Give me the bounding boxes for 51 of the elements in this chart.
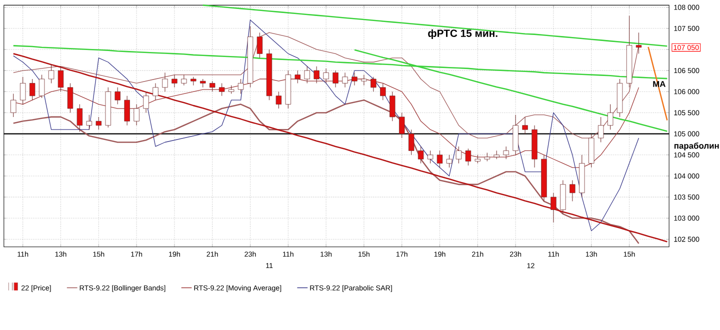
candlestick <box>143 91 149 113</box>
candlestick <box>152 82 158 100</box>
candlestick <box>294 70 300 84</box>
candlestick <box>636 32 642 54</box>
candlestick <box>172 74 178 88</box>
candlestick <box>210 80 216 92</box>
candlestick <box>436 150 443 168</box>
candlestick <box>86 114 92 130</box>
text: фРТС 15 мин. <box>428 29 498 40</box>
candlestick <box>238 78 244 94</box>
candlestick <box>332 70 338 88</box>
candlestick <box>218 82 225 96</box>
candlestick <box>570 180 576 202</box>
candlestick <box>276 91 282 109</box>
candlestick <box>370 76 376 92</box>
candlestick <box>465 148 472 166</box>
candlestick <box>390 91 396 122</box>
candlestick <box>456 146 462 164</box>
text: параболин <box>674 142 719 150</box>
candlestick <box>607 104 614 130</box>
candlestick <box>67 82 74 113</box>
candlestick <box>399 112 405 138</box>
candlestick <box>598 116 604 143</box>
candlestick <box>181 74 187 86</box>
candlestick <box>114 87 120 105</box>
candlestick <box>58 66 64 92</box>
candlestick <box>38 74 45 98</box>
candlestick <box>48 64 54 84</box>
candlestick <box>503 146 509 160</box>
candlestick <box>256 32 263 58</box>
candlestick <box>427 150 434 164</box>
candlestick <box>29 78 36 100</box>
candlestick <box>446 154 452 168</box>
candlestick <box>304 66 310 84</box>
candlestick <box>323 68 329 84</box>
candlestick <box>352 72 358 86</box>
candlestick <box>76 104 83 132</box>
candlestick <box>134 104 140 126</box>
candlestick <box>96 116 102 130</box>
candlestick <box>20 76 26 105</box>
candlestick <box>361 74 367 86</box>
candlestick <box>408 129 414 156</box>
candlestick <box>522 116 528 134</box>
candlestick <box>380 82 386 100</box>
candlestick <box>418 146 424 164</box>
candlestick <box>550 192 556 223</box>
candlestick <box>124 96 130 126</box>
candlestick <box>314 66 320 84</box>
candlestick <box>162 72 168 92</box>
candlestick <box>342 72 348 88</box>
candlestick <box>10 93 16 118</box>
